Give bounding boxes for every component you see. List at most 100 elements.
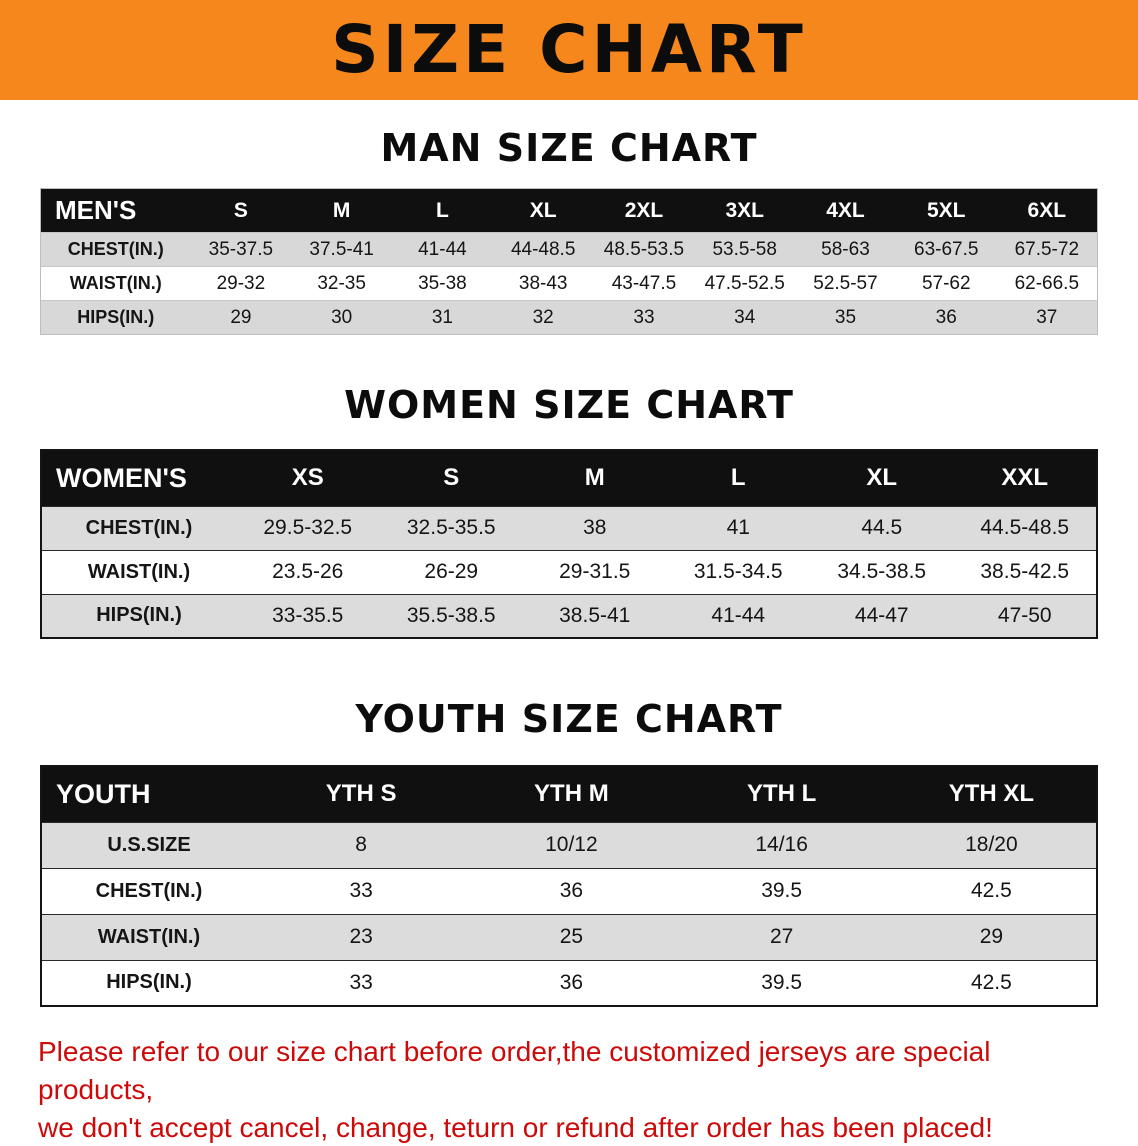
row-label-cell: HIPS(IN.) [41,593,236,638]
youth-size-table: YOUTH YTH S YTH M YTH L YTH XL U.S.SIZE 8 10/12… [40,765,1098,1007]
value-cell: 48.5-53.5 [593,232,695,267]
table-header-row: MEN'S S M L XL 2XL 3XL 4XL 5XL 6XL [40,188,1098,233]
value-cell: 29 [190,300,292,335]
table-row: HIPS(IN.) 29 30 31 32 33 34 35 36 37 [40,300,1098,335]
row-label-cell: HIPS(IN.) [40,300,191,335]
value-cell: 58-63 [795,232,896,267]
value-cell: 47.5-52.5 [694,266,796,301]
size-header-cell: XS [236,450,380,506]
value-cell: 44-47 [810,593,954,638]
row-label-cell: CHEST(IN.) [41,867,256,914]
value-cell: 53.5-58 [694,232,796,267]
women-size-section: WOMEN SIZE CHART WOMEN'S XS S M L XL XXL CHEST(… [0,383,1138,639]
value-cell: 33 [593,300,695,335]
youth-size-section: YOUTH SIZE CHART YOUTH YTH S YTH M YTH L YTH… [0,697,1138,1007]
size-header-cell: L [666,450,810,506]
banner: SIZE CHART [0,0,1138,100]
table-title-cell: YOUTH [41,766,256,822]
value-cell: 36 [466,867,677,914]
value-cell: 35 [795,300,896,335]
table-header-row: YOUTH YTH S YTH M YTH L YTH XL [41,766,1097,822]
value-cell: 37.5-41 [291,232,393,267]
size-header-cell: XXL [953,450,1097,506]
size-header-cell: S [190,188,292,233]
value-cell: 38.5-42.5 [953,549,1097,594]
size-header-cell: M [523,450,667,506]
table-row: CHEST(IN.) 35-37.5 37.5-41 41-44 44-48.5 48.5… [40,232,1098,267]
value-cell: 35-38 [392,266,493,301]
table-header-row: WOMEN'S XS S M L XL XXL [41,450,1097,506]
value-cell: 8 [256,821,467,868]
row-label-cell: CHEST(IN.) [41,505,236,550]
value-cell: 43-47.5 [593,266,695,301]
size-header-cell: YTH S [256,766,467,822]
value-cell: 34.5-38.5 [810,549,954,594]
value-cell: 32 [492,300,594,335]
size-header-cell: L [392,188,493,233]
size-header-cell: S [379,450,523,506]
value-cell: 29-31.5 [523,549,667,594]
women-section-heading: WOMEN SIZE CHART [344,383,794,427]
value-cell: 25 [466,913,677,960]
table-row: HIPS(IN.) 33-35.5 35.5-38.5 38.5-41 41-44 44-… [41,593,1097,638]
value-cell: 44.5 [810,505,954,550]
value-cell: 42.5 [886,867,1097,914]
value-cell: 37 [996,300,1098,335]
row-label-cell: WAIST(IN.) [41,549,236,594]
value-cell: 62-66.5 [996,266,1098,301]
men-size-section: MAN SIZE CHART MEN'S S M L XL 2XL 3XL 4XL 5XL 6XL… [0,126,1138,335]
value-cell: 63-67.5 [895,232,997,267]
value-cell: 10/12 [466,821,677,868]
value-cell: 41-44 [392,232,493,267]
table-title-cell: WOMEN'S [41,450,236,506]
value-cell: 29 [886,913,1097,960]
row-label-cell: CHEST(IN.) [40,232,191,267]
value-cell: 38.5-41 [523,593,667,638]
size-header-cell: YTH M [466,766,677,822]
men-size-table: MEN'S S M L XL 2XL 3XL 4XL 5XL 6XL CHEST(IN.) 35-37… [40,188,1098,335]
row-label-cell: WAIST(IN.) [40,266,191,301]
value-cell: 44-48.5 [492,232,594,267]
size-header-cell: M [291,188,393,233]
value-cell: 52.5-57 [795,266,896,301]
row-label-cell: WAIST(IN.) [41,913,256,960]
value-cell: 29-32 [190,266,292,301]
value-cell: 57-62 [895,266,997,301]
footer-notice: Please refer to our size chart before or… [38,1033,1100,1146]
value-cell: 34 [694,300,796,335]
table-row: CHEST(IN.) 33 36 39.5 42.5 [41,867,1097,914]
women-size-table: WOMEN'S XS S M L XL XXL CHEST(IN.) 29.5-32.5 32.5… [40,449,1098,639]
value-cell: 31 [392,300,493,335]
size-header-cell: YTH L [676,766,887,822]
table-row: HIPS(IN.) 33 36 39.5 42.5 [41,959,1097,1006]
table-row: U.S.SIZE 8 10/12 14/16 18/20 [41,821,1097,868]
value-cell: 27 [676,913,887,960]
table-row: WAIST(IN.) 23.5-26 26-29 29-31.5 31.5-34.5 34… [41,549,1097,594]
value-cell: 23 [256,913,467,960]
value-cell: 33 [256,959,467,1006]
value-cell: 26-29 [379,549,523,594]
value-cell: 33 [256,867,467,914]
value-cell: 41-44 [666,593,810,638]
row-label-cell: U.S.SIZE [41,821,256,868]
value-cell: 39.5 [676,867,887,914]
value-cell: 14/16 [676,821,887,868]
table-row: WAIST(IN.) 23 25 27 29 [41,913,1097,960]
value-cell: 47-50 [953,593,1097,638]
size-header-cell: XL [810,450,954,506]
value-cell: 31.5-34.5 [666,549,810,594]
value-cell: 32-35 [291,266,393,301]
table-row: CHEST(IN.) 29.5-32.5 32.5-35.5 38 41 44.5 44.5… [41,505,1097,550]
value-cell: 67.5-72 [996,232,1098,267]
size-header-cell: 4XL [795,188,896,233]
value-cell: 18/20 [886,821,1097,868]
value-cell: 38 [523,505,667,550]
value-cell: 35.5-38.5 [379,593,523,638]
size-header-cell: 6XL [996,188,1098,233]
men-section-heading: MAN SIZE CHART [380,126,758,170]
value-cell: 36 [466,959,677,1006]
notice-line-1: Please refer to our size chart before or… [38,1036,991,1105]
size-header-cell: 5XL [895,188,997,233]
size-header-cell: YTH XL [886,766,1097,822]
youth-section-heading: YOUTH SIZE CHART [355,697,783,741]
